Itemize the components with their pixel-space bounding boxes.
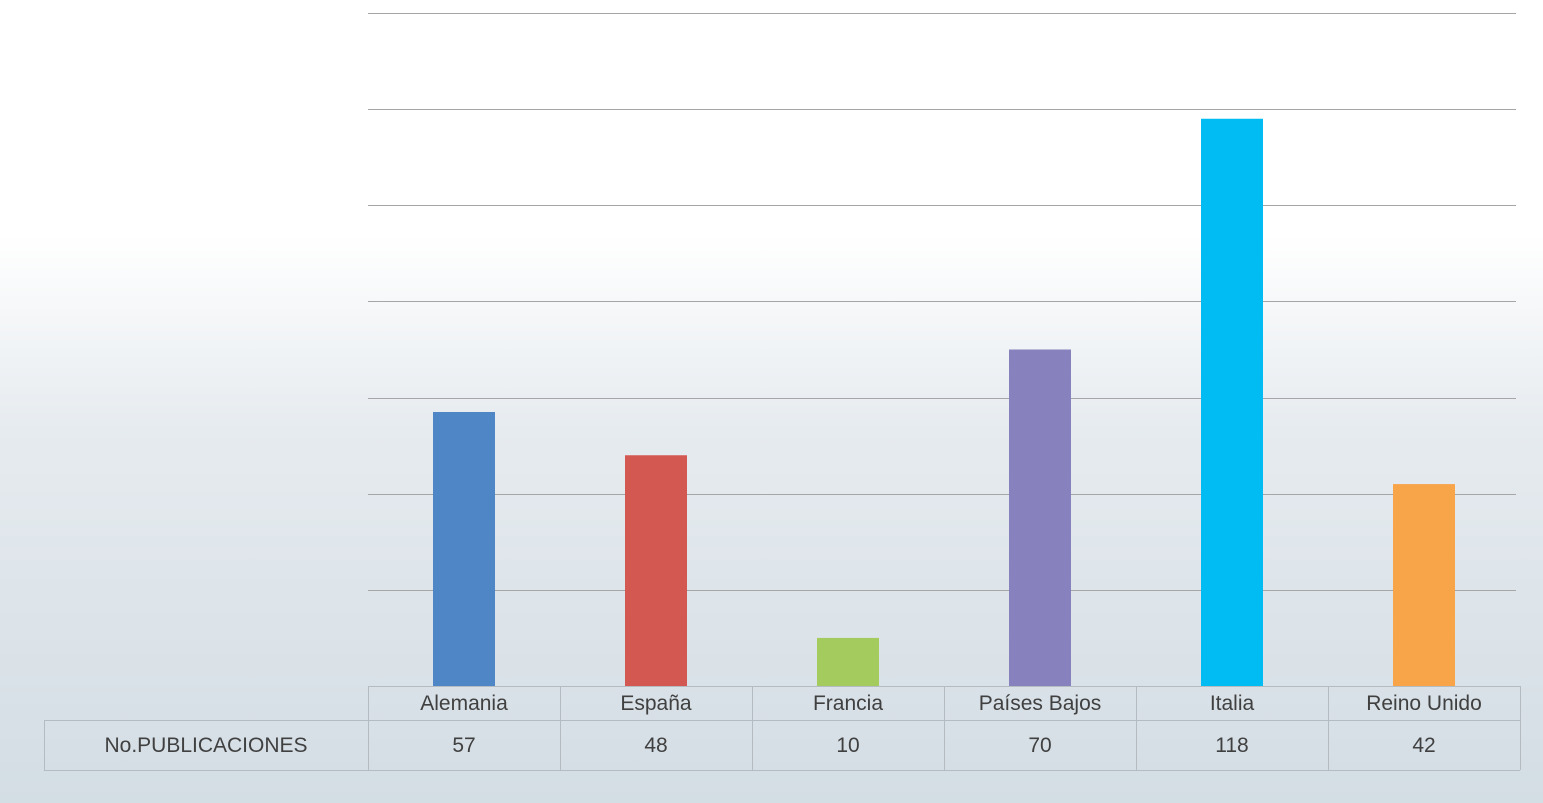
data-table-series-label: No.PUBLICACIONES bbox=[104, 734, 307, 757]
gridlines bbox=[368, 13, 1516, 591]
value-label: 118 bbox=[1215, 734, 1248, 757]
bars bbox=[433, 118, 1455, 686]
category-label: España bbox=[620, 692, 692, 715]
data-table: No.PUBLICACIONES Alemania España Francia Pa… bbox=[44, 686, 1521, 771]
value-label: 57 bbox=[452, 734, 475, 757]
bar bbox=[625, 455, 687, 686]
value-label: 42 bbox=[1412, 734, 1435, 757]
category-labels: Alemania España Francia Países Bajos Italia R… bbox=[420, 692, 1482, 715]
category-label: Alemania bbox=[420, 692, 508, 715]
bar bbox=[433, 411, 495, 686]
value-labels: 57 48 10 70 118 42 bbox=[452, 734, 1435, 757]
bar bbox=[1393, 484, 1455, 686]
category-label: Países Bajos bbox=[979, 692, 1102, 715]
value-label: 48 bbox=[644, 734, 667, 757]
value-label: 10 bbox=[836, 734, 859, 757]
value-label: 70 bbox=[1028, 734, 1051, 757]
data-table-lines bbox=[44, 686, 1521, 771]
bar bbox=[1201, 118, 1263, 686]
category-label: Reino Unido bbox=[1366, 692, 1482, 715]
category-label: Italia bbox=[1210, 692, 1255, 715]
bar bbox=[817, 637, 879, 686]
bar bbox=[1009, 349, 1071, 686]
category-label: Francia bbox=[813, 692, 883, 715]
